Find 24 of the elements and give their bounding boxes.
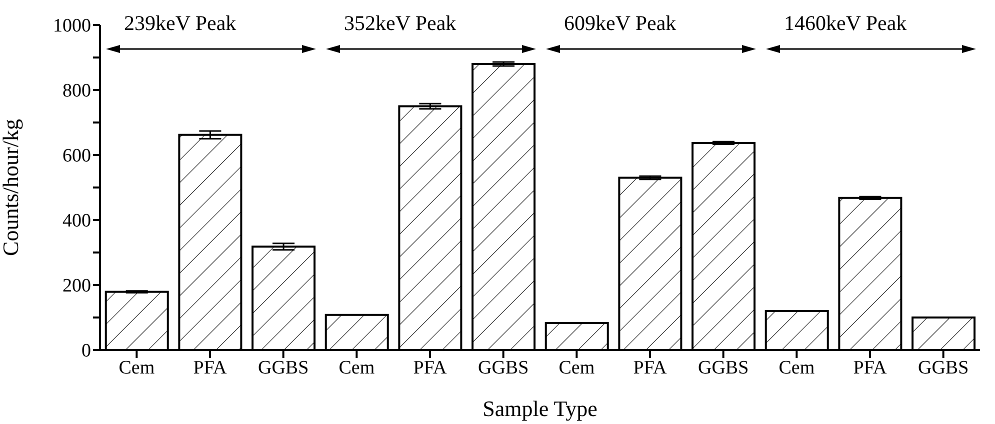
x-tick-label: Cem xyxy=(338,357,375,378)
y-axis-title: Counts/hour/kg xyxy=(0,119,23,256)
y-tick-label: 1000 xyxy=(53,16,91,37)
y-tick-label: 800 xyxy=(62,80,91,102)
y-tick-label: 600 xyxy=(62,146,91,167)
x-tick-label: PFA xyxy=(633,357,667,378)
y-tick-label: 200 xyxy=(62,276,91,297)
annotation: 239keV Peak xyxy=(124,11,237,35)
x-axis-title: Sample Type xyxy=(482,396,598,421)
annotation: 352keV Peak xyxy=(344,11,457,35)
x-tick-label: GGBS xyxy=(698,357,749,378)
x-tick-label: PFA xyxy=(853,357,887,378)
y-tick-label: 0 xyxy=(82,340,91,362)
y-tick-label: 400 xyxy=(62,210,91,232)
x-tick-label: PFA xyxy=(413,357,447,378)
x-tick-label: GGBS xyxy=(478,357,529,378)
x-tick-label: Cem xyxy=(558,357,595,378)
annotation: 1460keV Peak xyxy=(784,11,908,35)
x-tick-label: GGBS xyxy=(918,357,969,378)
x-tick-label: Cem xyxy=(778,357,815,378)
annotation: 609keV Peak xyxy=(564,11,677,35)
x-tick-label: Cem xyxy=(118,357,155,378)
x-tick-label: PFA xyxy=(193,357,227,378)
x-tick-label: GGBS xyxy=(258,357,309,378)
